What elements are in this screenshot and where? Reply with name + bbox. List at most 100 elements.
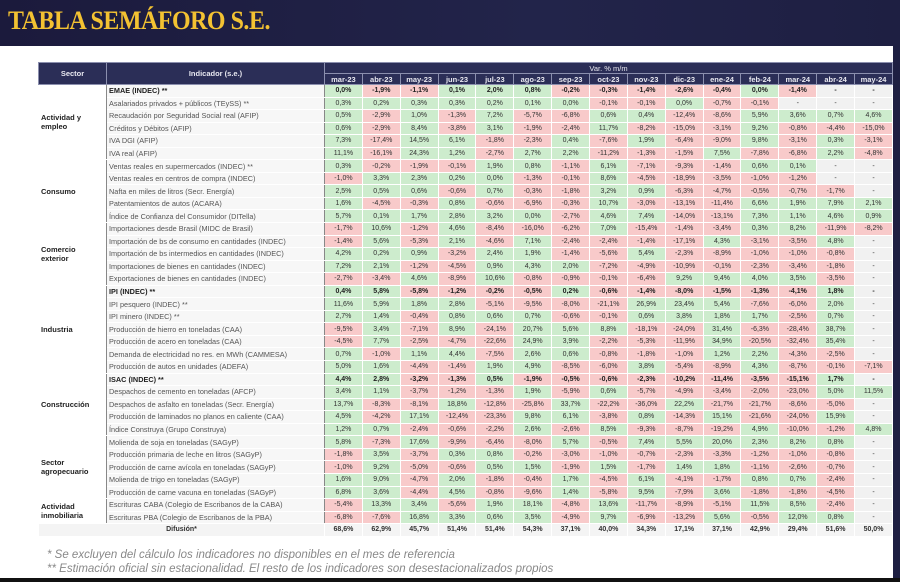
value-cell: 0,0% xyxy=(551,96,591,111)
value-cell: 3,3% xyxy=(437,510,477,525)
value-cell: 1,9% xyxy=(475,498,515,512)
value-cell: 0,8% xyxy=(816,510,856,525)
value-cell: - xyxy=(816,96,856,111)
value-cell: 1,9% xyxy=(475,159,515,173)
value-cell: -5,6% xyxy=(437,498,477,512)
value-cell: -1,5% xyxy=(702,284,742,299)
value-cell: -1,8% xyxy=(475,472,515,487)
indicator-label: Recaudación por Seguridad Social real (A… xyxy=(106,109,325,123)
value-cell: - xyxy=(854,460,893,474)
value-cell: -4,8% xyxy=(551,498,591,512)
value-cell: 38,7% xyxy=(816,322,856,336)
value-cell: 16,8% xyxy=(399,510,439,525)
value-cell: -2,6% xyxy=(778,460,818,474)
value-cell: 1,9% xyxy=(513,247,553,261)
value-cell: -1,8% xyxy=(740,485,780,500)
value-cell: 3,5% xyxy=(513,510,553,525)
value-cell: 0,9% xyxy=(626,184,666,198)
value-cell: -9,5% xyxy=(513,297,553,311)
value-cell: -1,2% xyxy=(437,385,477,399)
value-cell: -2,3% xyxy=(664,447,704,462)
value-cell: 9,5% xyxy=(626,485,666,500)
value-cell: 11,5% xyxy=(740,498,780,512)
value-cell: 37,1% xyxy=(702,523,742,537)
value-cell: 1,0% xyxy=(399,109,439,123)
value-cell: 3,6% xyxy=(778,109,818,123)
value-cell: -1,0% xyxy=(664,347,704,362)
value-cell: 18,8% xyxy=(437,397,477,412)
value-cell: 7,1% xyxy=(513,234,553,249)
value-cell: 4,4% xyxy=(437,347,477,362)
value-cell: 68,6% xyxy=(324,523,363,537)
value-cell: 4,8% xyxy=(854,422,893,437)
value-cell: -11,2% xyxy=(589,146,628,161)
value-cell: -6,0% xyxy=(589,360,628,374)
month-header: ago-23 xyxy=(513,73,553,85)
value-cell: -11,7% xyxy=(626,498,666,512)
value-cell: 2,3% xyxy=(740,435,780,449)
value-cell: 2,4% xyxy=(475,247,515,261)
value-cell: 3,5% xyxy=(778,272,818,286)
value-cell: -8,0% xyxy=(664,284,704,299)
value-cell: 51,6% xyxy=(816,523,856,537)
value-cell: -2,0% xyxy=(740,385,780,399)
value-cell: 0,7% xyxy=(816,309,856,324)
value-cell: -6,4% xyxy=(475,435,515,449)
value-cell: 2,8% xyxy=(361,372,401,387)
value-cell: 9,7% xyxy=(589,510,628,525)
indicator-label: Importaciones desde Brasil (MIDC de Bras… xyxy=(106,222,325,236)
value-cell: 5,6% xyxy=(551,322,591,336)
indicator-label: Exportaciones de bienes en cantidades (I… xyxy=(106,272,325,286)
value-cell: -7,6% xyxy=(361,510,401,525)
value-cell: -4,4% xyxy=(399,485,439,500)
value-cell: -0,4% xyxy=(513,472,553,487)
value-cell: -21,6% xyxy=(740,410,780,424)
indicator-label: Importaciones de bienes en cantidades (I… xyxy=(106,259,325,274)
value-cell: -3,1% xyxy=(778,134,818,148)
indicator-label: Nafta en miles de litros (Secr. Energía) xyxy=(106,184,325,198)
value-cell: 4,8% xyxy=(816,234,856,249)
value-cell: 3,9% xyxy=(551,334,591,349)
value-cell: -4,5% xyxy=(324,334,363,349)
value-cell: -8,6% xyxy=(702,109,742,123)
indicador-header: Indicador (s.e.) xyxy=(106,62,325,85)
value-cell: -0,2% xyxy=(551,84,591,98)
indicator-label: Ventas reales en supermercados (INDEC) *… xyxy=(106,159,325,173)
value-cell: 2,8% xyxy=(437,209,477,223)
value-cell: -5,6% xyxy=(589,247,628,261)
value-cell: -0,8% xyxy=(589,347,628,362)
value-cell: -3,7% xyxy=(399,447,439,462)
value-cell: -3,2% xyxy=(437,247,477,261)
value-cell: - xyxy=(854,322,893,336)
value-cell: 11,7% xyxy=(589,121,628,136)
indicator-label: Escrituras CABA (Colegio de Escribanos d… xyxy=(106,498,325,512)
value-cell: 51,4% xyxy=(437,523,477,537)
table-row: Construcción ISAC (INDEC) ** 4,4% 2,8% -3,2%… xyxy=(38,372,893,437)
value-cell: 1,1% xyxy=(399,347,439,362)
value-cell: -0,5% xyxy=(740,184,780,198)
months-header-row: mar-23 abr-23 may-23 jun-23 jul-23 ago-23 sep-… xyxy=(39,73,893,85)
sector-label: Sector agropecuario xyxy=(38,435,107,500)
value-cell: 8,2% xyxy=(778,435,818,449)
value-cell: 9,8% xyxy=(513,410,553,424)
value-cell: -12,4% xyxy=(664,109,704,123)
value-cell: -1,4% xyxy=(664,222,704,236)
value-cell: -1,7% xyxy=(816,184,856,198)
value-cell: -4,8% xyxy=(854,146,893,161)
value-cell: 2,6% xyxy=(513,347,553,362)
value-cell: -22,2% xyxy=(589,397,628,412)
value-cell: 7,2% xyxy=(324,259,363,274)
value-cell: - xyxy=(854,397,893,412)
value-cell: -1,8% xyxy=(475,134,515,148)
value-cell: - xyxy=(778,96,818,111)
indicator-label: Producción de hierro en toneladas (CAA) xyxy=(106,322,325,336)
value-cell: -0,1% xyxy=(589,272,628,286)
value-cell: -8,0% xyxy=(551,297,591,311)
value-cell: - xyxy=(854,410,893,424)
value-cell: -1,7% xyxy=(626,460,666,474)
value-cell: 3,4% xyxy=(361,322,401,336)
value-cell: -6,3% xyxy=(664,184,704,198)
value-cell: 7,3% xyxy=(740,209,780,223)
value-cell: -5,3% xyxy=(399,234,439,249)
value-cell: -1,4% xyxy=(702,159,742,173)
